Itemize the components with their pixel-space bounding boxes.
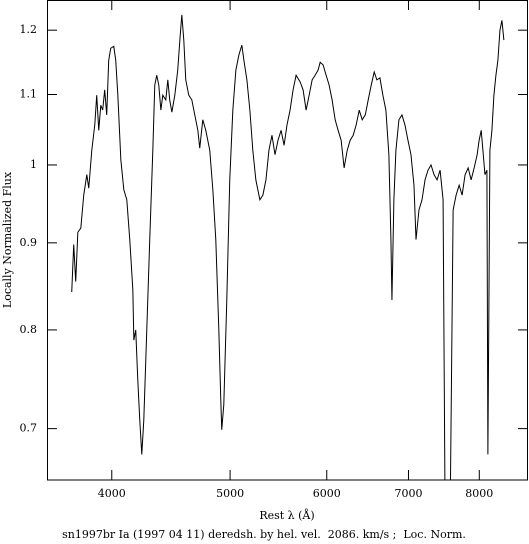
x-tick-label: 5000 [216,487,244,500]
x-tick-label: 4000 [98,487,126,500]
caption: sn1997br Ia (1997 04 11) deredsh. by hel… [62,528,466,541]
y-tick-label: 1.1 [20,87,38,100]
y-tick-label: 1 [30,158,37,171]
x-tick-label: 6000 [313,487,341,500]
plot-area [71,14,505,480]
y-tick-label: 0.8 [20,323,38,336]
plot-frame [47,0,528,481]
y-tick-label: 0.9 [20,236,38,249]
y-tick-label: 1.2 [20,23,38,36]
x-tick-label: 7000 [394,487,422,500]
x-tick-label: 8000 [465,487,493,500]
y-axis-label: Locally Normalized Flux [1,171,14,308]
spectrum-line [71,14,505,480]
x-axis-label: Rest λ (Å) [259,508,314,522]
y-tick-label: 0.7 [20,422,38,435]
